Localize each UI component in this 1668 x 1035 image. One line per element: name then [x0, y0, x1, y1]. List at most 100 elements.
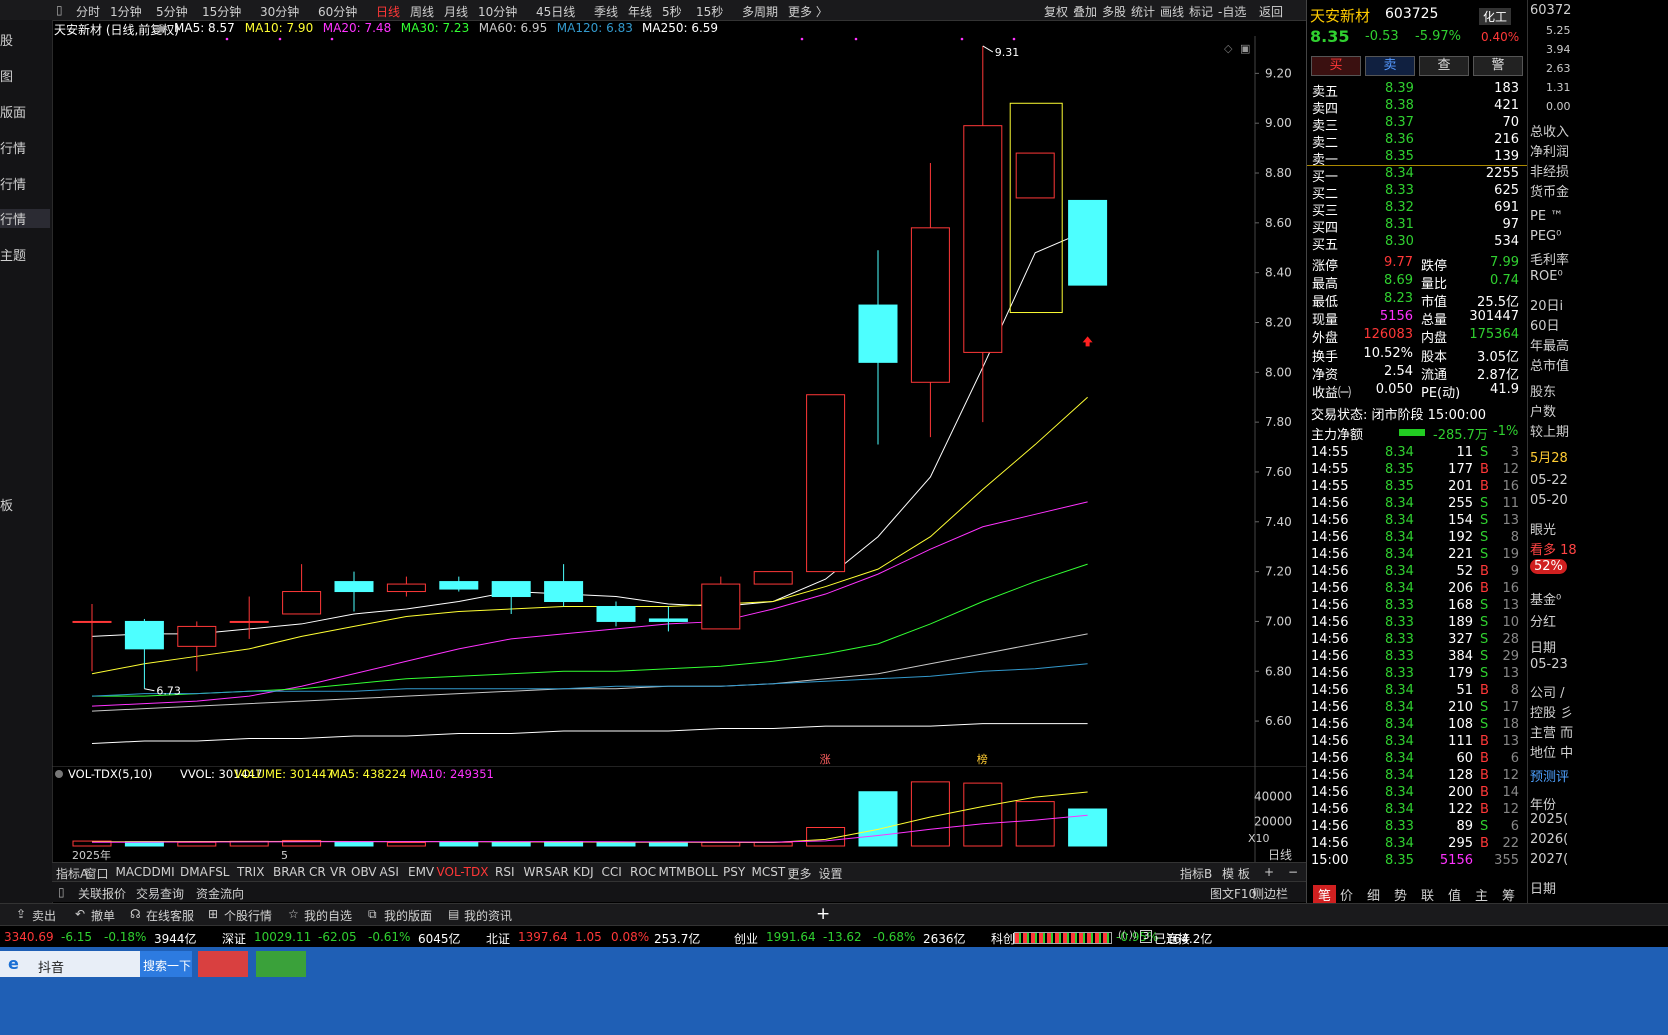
quote-button-3[interactable]: 警	[1473, 56, 1523, 76]
layout-toggle-icon[interactable]: ▯	[56, 3, 63, 17]
left-nav-item-1[interactable]: 图	[0, 70, 14, 85]
period-tab-4[interactable]: 30分钟	[260, 5, 300, 19]
left-nav-item-3[interactable]: 行情	[0, 142, 27, 157]
toolbar-item-0[interactable]: 卖出	[32, 909, 57, 923]
app-green-icon[interactable]	[256, 951, 306, 977]
toolbar-right-4[interactable]: 画线	[1160, 5, 1185, 19]
quote-button-2[interactable]: 查	[1419, 56, 1469, 76]
period-tab-13[interactable]: 5秒	[662, 5, 682, 19]
period-tab-11[interactable]: 季线	[594, 5, 619, 19]
indicator-tab-SAR[interactable]: SAR	[544, 865, 569, 879]
news-icon[interactable]: ▤	[448, 907, 460, 921]
browser-tab[interactable]: e 抖音	[0, 951, 140, 977]
period-tab-7[interactable]: 周线	[410, 5, 435, 19]
sub-right-1[interactable]: 侧边栏	[1252, 887, 1289, 901]
indicator-tab-TRIX[interactable]: TRIX	[237, 865, 265, 879]
indicator-tab-MTM[interactable]: MTM	[658, 865, 687, 879]
period-tab-2[interactable]: 5分钟	[156, 5, 188, 19]
indicator-tab-窗口[interactable]: 窗口	[84, 867, 109, 881]
indicator-tab-BRAR[interactable]: BRAR	[273, 865, 306, 879]
period-tab-1[interactable]: 1分钟	[110, 5, 142, 19]
indicator-right-1[interactable]: 模 板	[1222, 867, 1250, 881]
toolbar-item-3[interactable]: 个股行情	[224, 909, 273, 923]
industry-button[interactable]: 化工	[1479, 8, 1512, 25]
service-icon[interactable]: ☊	[130, 907, 141, 921]
indicator-tab-BOLL[interactable]: BOLL	[687, 865, 718, 879]
indicator-tab-更多[interactable]: 更多	[787, 867, 812, 881]
undo-icon[interactable]: ↶	[75, 907, 86, 921]
toolbar-item-2[interactable]: 在线客服	[146, 909, 195, 923]
left-nav-item-6[interactable]: 主题	[0, 249, 27, 264]
quote-tab-4[interactable]: 联	[1421, 889, 1435, 904]
quote-tab-7[interactable]: 筹	[1502, 889, 1516, 904]
quote-tab-3[interactable]: 势	[1394, 889, 1408, 904]
left-nav-item-0[interactable]: 股	[0, 34, 14, 49]
indicator-tab-DMA[interactable]: DMA	[180, 865, 208, 879]
quote-button-0[interactable]: 买	[1311, 56, 1361, 76]
toolbar-right-5[interactable]: 标记	[1189, 5, 1214, 19]
quote-tab-0[interactable]: 笔	[1313, 885, 1337, 904]
period-tab-12[interactable]: 年线	[628, 5, 653, 19]
toolbar-right-3[interactable]: 统计	[1131, 5, 1156, 19]
quote-tab-6[interactable]: 主	[1475, 889, 1489, 904]
indicator-right-3[interactable]: −	[1288, 865, 1299, 879]
indicator-tab-FSL[interactable]: FSL	[208, 865, 230, 879]
period-tab-10[interactable]: 45日线	[536, 5, 576, 19]
indicator-tab-指标A[interactable]: 指标A	[56, 867, 89, 881]
toolbar-right-6[interactable]: -自选	[1218, 5, 1247, 19]
indicator-tab-MCST[interactable]: MCST	[751, 865, 786, 879]
period-tab-3[interactable]: 15分钟	[202, 5, 242, 19]
add-tab-icon[interactable]: +	[816, 904, 831, 924]
indicator-tab-ASI[interactable]: ASI	[379, 865, 399, 879]
toolbar-right-2[interactable]: 多股	[1102, 5, 1127, 19]
indicator-tab-WR[interactable]: WR	[523, 865, 544, 879]
layout-icon[interactable]: ⧉	[368, 907, 377, 921]
left-nav-item-5[interactable]: 行情	[0, 209, 50, 228]
indicator-tab-OBV[interactable]: OBV	[351, 865, 377, 879]
volume-chart[interactable]: 40000 20000 X10 VOL-TDX(5,10) VVOL: 301447VO…	[52, 766, 1306, 862]
period-tab-6[interactable]: 日线	[376, 5, 401, 19]
sub-right-0[interactable]: 图文F10	[1210, 887, 1257, 901]
toolbar-right-1[interactable]: 叠加	[1073, 5, 1098, 19]
toolbar-right-7[interactable]: 返回	[1259, 5, 1284, 19]
period-tab-5[interactable]: 60分钟	[318, 5, 358, 19]
indicator-tab-ROC[interactable]: ROC	[630, 865, 657, 879]
settings-icon[interactable]: ◉	[156, 21, 167, 35]
indicator-tab-设置[interactable]: 设置	[818, 867, 843, 881]
period-tab-14[interactable]: 15秒	[696, 5, 724, 19]
indicator-right-0[interactable]: 指标B	[1180, 867, 1213, 881]
sub-tab-1[interactable]: 交易查询	[136, 887, 185, 901]
indicator-tab-KDJ[interactable]: KDJ	[573, 865, 594, 879]
app-red-icon[interactable]	[198, 951, 248, 977]
period-tab-9[interactable]: 10分钟	[478, 5, 518, 19]
export-icon[interactable]: ⇪	[16, 907, 27, 921]
quote-tab-2[interactable]: 细	[1367, 889, 1381, 904]
period-tab-15[interactable]: 多周期	[742, 5, 779, 19]
quote-tab-1[interactable]: 价	[1340, 889, 1354, 904]
candlestick-chart[interactable]: 9.20 9.00 8.80 8.60 8.40 8.20 8.00 7.80 7.60 7.40…	[52, 36, 1306, 766]
indicator-tab-VR[interactable]: VR	[330, 865, 347, 879]
quote-button-1[interactable]: 卖	[1365, 56, 1415, 76]
period-tab-0[interactable]: 分时	[76, 5, 101, 19]
indicator-tab-PSY[interactable]: PSY	[723, 865, 746, 879]
indicator-tab-DMI[interactable]: DMI	[151, 865, 175, 879]
left-nav-item-2[interactable]: 版面	[0, 106, 27, 121]
indicator-tab-CR[interactable]: CR	[309, 865, 326, 879]
toolbar-item-4[interactable]: 我的自选	[304, 909, 353, 923]
quote-tab-5[interactable]: 值	[1448, 889, 1462, 904]
toolbar-item-5[interactable]: 我的版面	[384, 909, 433, 923]
left-nav-item-4[interactable]: 行情	[0, 178, 27, 193]
toolbar-item-1[interactable]: 撤单	[91, 909, 116, 923]
period-tab-16[interactable]: 更多 〉	[788, 5, 828, 19]
period-tab-8[interactable]: 月线	[444, 5, 469, 19]
toolbar-item-6[interactable]: 我的资讯	[464, 909, 513, 923]
sub-tab-0[interactable]: 关联报价	[78, 887, 127, 901]
indicator-tab-RSI[interactable]: RSI	[495, 865, 515, 879]
stock-info-icon[interactable]: ⊞	[208, 907, 219, 921]
indicator-tab-EMV[interactable]: EMV	[408, 865, 435, 879]
indicator-tab-MACD[interactable]: MACD	[115, 865, 152, 879]
subpanel-toggle-icon[interactable]: ▯	[58, 885, 65, 899]
search-button[interactable]: 搜索一下	[140, 951, 192, 977]
sub-tab-2[interactable]: 资金流向	[196, 887, 245, 901]
star-icon[interactable]: ☆	[288, 907, 299, 921]
